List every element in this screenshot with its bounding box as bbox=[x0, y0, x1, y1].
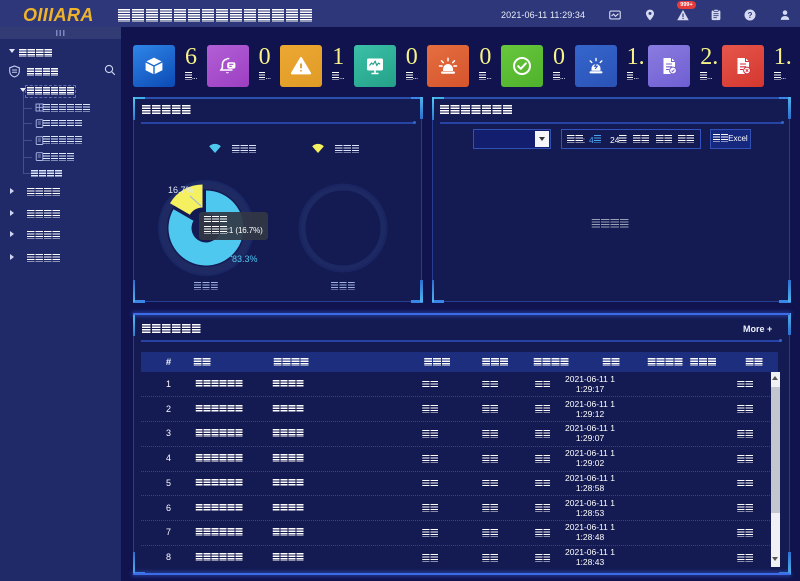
svg-text:?: ? bbox=[748, 11, 753, 20]
svg-text:83.3%: 83.3% bbox=[232, 254, 258, 264]
svg-text:16.7%: 16.7% bbox=[168, 185, 194, 195]
